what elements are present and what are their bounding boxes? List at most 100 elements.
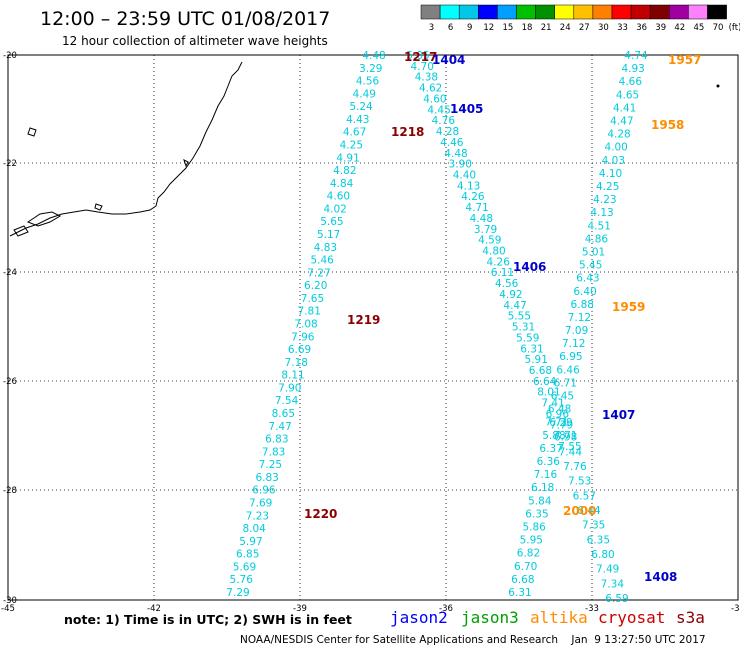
swh-value: 7.35: [582, 520, 605, 532]
swh-value: 6.48: [548, 404, 571, 416]
pass-number: 1217: [404, 50, 437, 64]
swh-value: 4.92: [499, 289, 522, 301]
swh-value: 4.10: [599, 168, 622, 180]
legend-jason2: jason2: [390, 608, 448, 627]
colorbar-swatch: [478, 4, 498, 20]
swh-value: 7.83: [262, 446, 285, 458]
swh-value: 6.83: [255, 472, 278, 484]
swh-value: 7.55: [558, 441, 581, 453]
swh-value: 5.31: [512, 322, 535, 334]
colorbar-label: 39: [655, 23, 666, 33]
swh-value: 4.41: [613, 102, 636, 114]
swh-value: 5.01: [582, 246, 605, 258]
swh-value: 6.96: [252, 485, 276, 497]
swh-value: 5.69: [233, 561, 256, 573]
legend-cryosat: cryosat: [598, 608, 666, 627]
lon-label: -30: [731, 604, 740, 614]
swh-value: 7.76: [563, 461, 587, 473]
swh-value: 3.79: [474, 224, 497, 236]
swh-value: 4.66: [619, 76, 643, 88]
swh-value: 5.46: [310, 255, 334, 267]
swh-value: 5.45: [579, 260, 602, 272]
swh-value: 6.88: [571, 299, 594, 311]
swh-value: 6.11: [491, 267, 514, 279]
swh-value: 4.51: [588, 220, 611, 232]
swh-value: 6.29: [549, 417, 572, 429]
swh-value: 7.16: [534, 469, 558, 481]
swh-value: 4.56: [356, 76, 380, 88]
swh-value: 6.20: [304, 280, 327, 292]
swh-value: 7.12: [568, 312, 591, 324]
swh-value: 7.41: [541, 398, 564, 410]
pass-number: 1957: [668, 53, 701, 67]
legend-jason3: jason3: [461, 608, 519, 627]
swh-value: 4.48: [362, 50, 385, 62]
swh-value: 5.97: [239, 536, 262, 548]
pass-number: 1958: [651, 118, 684, 132]
swh-value: 4.80: [482, 246, 505, 258]
lat-label: -26: [3, 377, 17, 387]
colorbar-swatch: [420, 4, 441, 20]
swh-value: 8.65: [272, 408, 295, 420]
swh-value: 3.29: [359, 63, 382, 75]
swh-value: 4.47: [610, 115, 633, 127]
lat-label: -20: [3, 51, 17, 61]
credit-line: NOAA/NESDIS Center for Satellite Applica…: [240, 634, 706, 646]
swh-value: 4.67: [343, 127, 366, 139]
swh-value: 4.84: [330, 178, 354, 190]
swh-value: 7.65: [301, 293, 324, 305]
swh-value: 4.03: [602, 155, 625, 167]
swh-value: 6.85: [236, 549, 259, 561]
swh-value: 5.65: [320, 216, 343, 228]
swh-value: 7.81: [298, 306, 321, 318]
colorbar-swatch: [554, 4, 575, 20]
swh-value: 4.65: [616, 89, 639, 101]
swh-value: 4.71: [465, 202, 488, 214]
colorbar-swatch: [516, 4, 536, 20]
pass-number: 1408: [644, 570, 677, 584]
swh-value: 6.36: [537, 456, 561, 468]
swh-value: 3.90: [449, 159, 472, 171]
colorbar-swatch: [707, 4, 727, 20]
swh-value: 5.55: [508, 311, 531, 323]
swh-value: 4.25: [596, 181, 619, 193]
map-frame: [7, 54, 739, 601]
swh-value: 7.29: [226, 587, 249, 599]
footer-note: note: 1) Time is in UTC; 2) SWH is in fe…: [64, 612, 352, 627]
swh-value: 7.53: [568, 476, 591, 488]
pass-number: 1959: [612, 300, 645, 314]
colorbar-label: 36: [636, 23, 647, 33]
colorbar-label: 45: [693, 23, 704, 33]
swh-value: 7.79: [550, 419, 573, 431]
pass-number: 1405: [450, 102, 483, 116]
swh-value: 6.46: [556, 364, 580, 376]
colorbar-label: 42: [674, 23, 685, 33]
swh-value: 4.83: [314, 242, 337, 254]
map-subtitle: 12 hour collection of altimeter wave hei…: [62, 34, 328, 48]
swh-value: 6.45: [551, 391, 574, 403]
swh-value: 6.35: [587, 534, 610, 546]
colorbar-label: 70: [713, 23, 724, 33]
colorbar-label: 21: [541, 23, 552, 33]
swh-value: 6.31: [520, 343, 543, 355]
swh-value: 7.34: [601, 578, 625, 590]
pass-number: 2000: [563, 504, 596, 518]
lon-label: -36: [439, 604, 453, 614]
swh-value: 4.91: [336, 152, 359, 164]
swh-value: 4.82: [333, 165, 356, 177]
swh-value: 6.43: [576, 273, 599, 285]
swh-value: 4.45: [427, 104, 450, 116]
swh-value: 4.59: [478, 235, 501, 247]
swh-value: 4.00: [604, 142, 627, 154]
swh-value: 6.68: [511, 574, 534, 586]
swh-value: 4.13: [590, 207, 613, 219]
swh-value: 7.12: [562, 338, 585, 350]
swh-value: 4.60: [423, 93, 446, 105]
swh-value: 6.31: [508, 587, 531, 599]
swh-value: 4.46: [440, 137, 464, 149]
swh-value: 7.23: [246, 510, 269, 522]
colorbar-swatch: [669, 4, 689, 20]
